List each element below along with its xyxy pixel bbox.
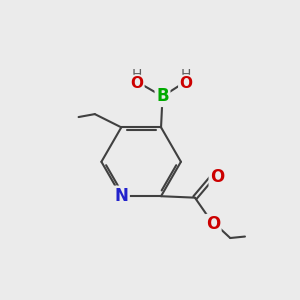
Text: N: N bbox=[114, 187, 128, 205]
Text: O: O bbox=[179, 76, 192, 91]
Text: H: H bbox=[180, 68, 191, 82]
Text: O: O bbox=[206, 215, 220, 233]
Text: O: O bbox=[131, 76, 144, 91]
Text: O: O bbox=[210, 168, 224, 186]
Text: B: B bbox=[156, 87, 169, 105]
Text: H: H bbox=[132, 68, 142, 82]
